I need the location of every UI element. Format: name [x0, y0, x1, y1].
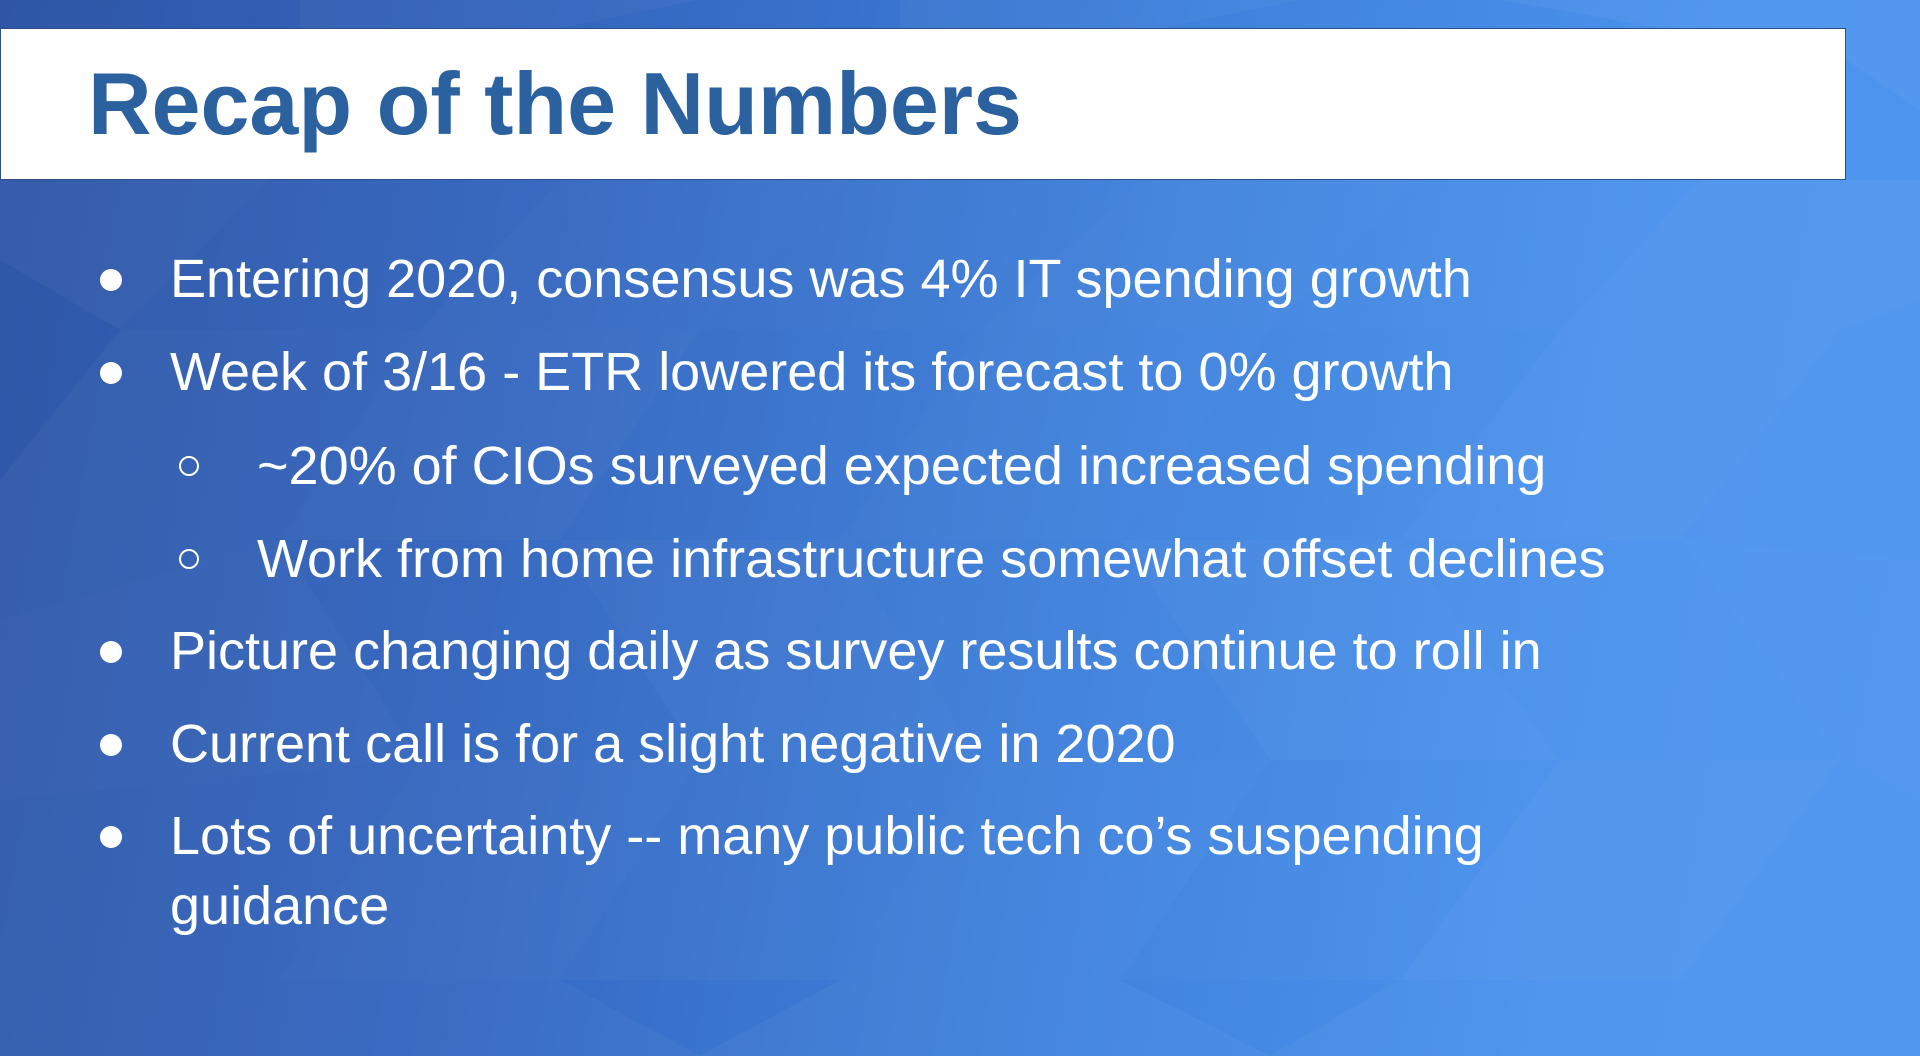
- bullet-continuation: guidance: [170, 872, 389, 940]
- sub-bullet-text: Work from home infrastructure somewhat o…: [257, 529, 1606, 589]
- bullet-text: Week of 3/16 - ETR lowered its forecast …: [170, 342, 1454, 402]
- bullet-text: Lots of uncertainty -- many public tech …: [170, 806, 1484, 866]
- sub-bullet-item: ~20% of CIOs surveyed expected increased…: [179, 432, 1547, 500]
- title-bar: Recap of the Numbers: [0, 28, 1846, 180]
- bullet-text: Picture changing daily as survey results…: [170, 621, 1542, 681]
- slide-title: Recap of the Numbers: [88, 54, 1022, 153]
- bullet-item: Entering 2020, consensus was 4% IT spend…: [100, 245, 1472, 313]
- sub-bullet-item: Work from home infrastructure somewhat o…: [179, 525, 1606, 593]
- bullet-item: Week of 3/16 - ETR lowered its forecast …: [100, 338, 1454, 406]
- bullet-item: Lots of uncertainty -- many public tech …: [100, 802, 1484, 870]
- bullet-text: Current call is for a slight negative in…: [170, 714, 1176, 774]
- bullet-text: Entering 2020, consensus was 4% IT spend…: [170, 249, 1472, 309]
- bullet-item: Picture changing daily as survey results…: [100, 617, 1542, 685]
- bullet-continuation-text: guidance: [170, 876, 390, 936]
- bullet-item: Current call is for a slight negative in…: [100, 710, 1176, 778]
- sub-bullet-text: ~20% of CIOs surveyed expected increased…: [257, 436, 1547, 496]
